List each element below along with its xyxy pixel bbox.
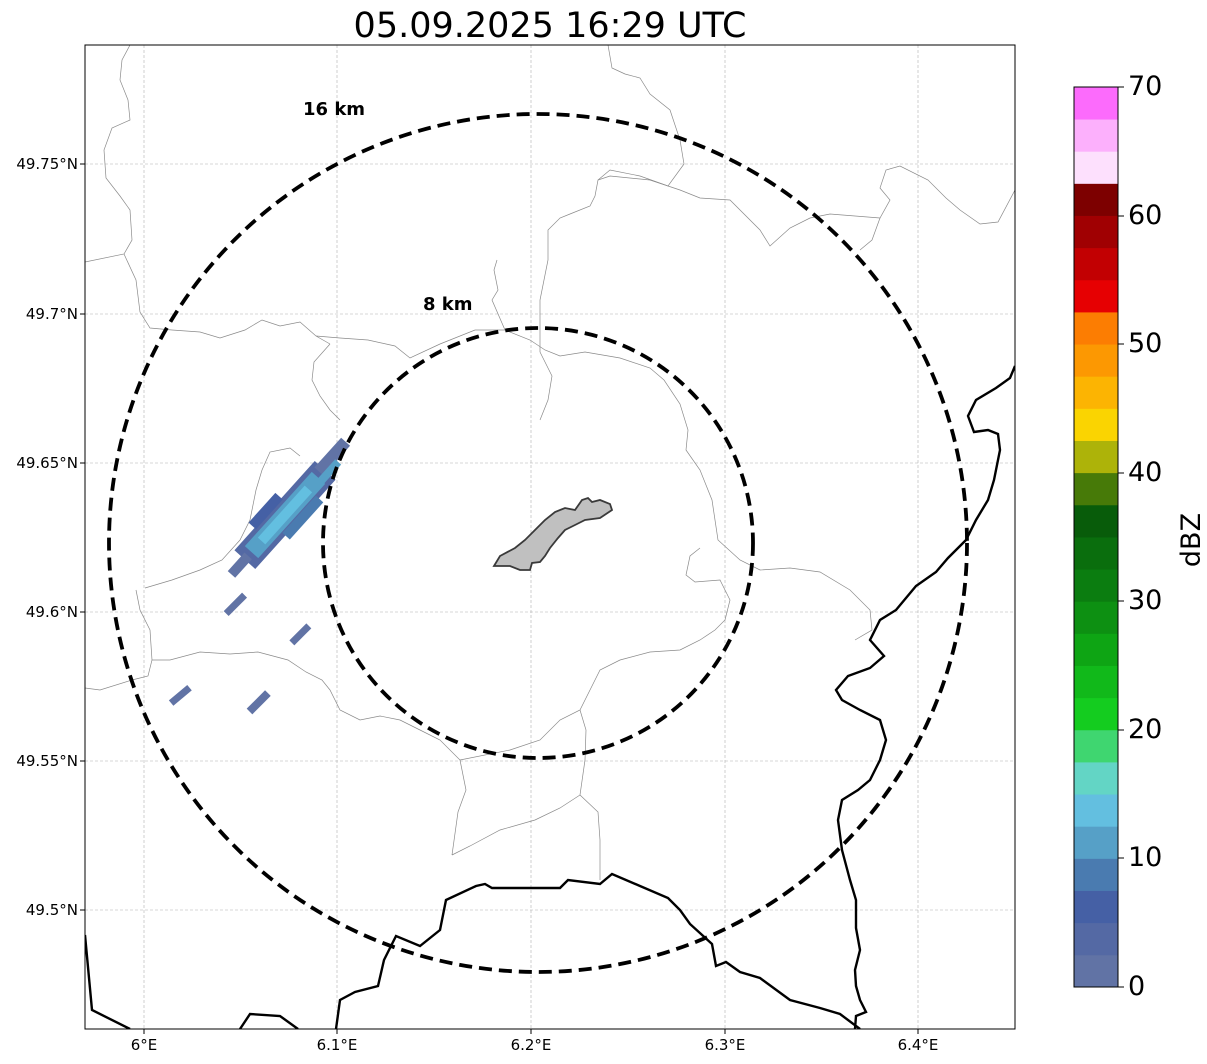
colorbar-title: dBZ xyxy=(1176,512,1207,568)
center-city-shape xyxy=(492,496,614,571)
colorbar xyxy=(1074,87,1118,988)
lon-label-1: 6°E xyxy=(130,1036,158,1054)
lat-label-2: 49.7°N xyxy=(25,305,78,323)
colorbar-segment xyxy=(1074,408,1118,441)
colorbar-segment xyxy=(1074,312,1118,345)
colorbar-segment xyxy=(1074,729,1118,763)
gridlines xyxy=(85,45,1015,1029)
colorbar-tick-0: 0 xyxy=(1128,971,1146,1002)
colorbar-tick-50: 50 xyxy=(1128,328,1163,359)
lon-label-2: 6.1°E xyxy=(316,1036,358,1054)
colorbar-tick-60: 60 xyxy=(1128,200,1163,231)
lat-label-6: 49.5°N xyxy=(25,901,78,919)
colorbar-tick-30: 30 xyxy=(1128,585,1163,616)
colorbar-segment xyxy=(1074,633,1118,666)
colorbar-segment xyxy=(1074,890,1118,924)
colorbar-segment xyxy=(1074,665,1118,699)
lon-label-3: 6.2°E xyxy=(510,1036,552,1054)
colorbar-segment xyxy=(1074,697,1118,731)
lat-label-1: 49.75°N xyxy=(16,155,78,173)
colorbar-segment xyxy=(1074,87,1118,120)
lat-label-3: 49.65°N xyxy=(16,454,78,472)
colorbar-tick-20: 20 xyxy=(1128,714,1163,745)
colorbar-segment xyxy=(1074,279,1118,313)
lon-label-4: 6.3°E xyxy=(704,1036,746,1054)
colorbar-tick-10: 10 xyxy=(1128,842,1163,873)
range-ring-8km xyxy=(321,326,755,760)
colorbar-segment xyxy=(1074,215,1118,249)
colorbar-segment xyxy=(1074,537,1118,570)
colorbar-segment xyxy=(1074,119,1118,152)
municipal-boundaries xyxy=(85,45,1015,880)
map-frame xyxy=(84,44,1016,1030)
colorbar-segment xyxy=(1074,183,1118,216)
colorbar-segment xyxy=(1074,601,1118,634)
colorbar-segment xyxy=(1074,504,1118,538)
ring-label-16km: 16 km xyxy=(303,99,365,120)
colorbar-segment xyxy=(1074,376,1118,409)
colorbar-segment xyxy=(1074,922,1118,956)
lon-label-5: 6.4°E xyxy=(897,1036,939,1054)
colorbar-segment xyxy=(1074,794,1118,827)
colorbar-segment xyxy=(1074,954,1118,988)
national-border xyxy=(85,365,1015,1029)
ring-label-8km: 8 km xyxy=(423,294,473,315)
lat-label-5: 49.55°N xyxy=(16,752,78,770)
colorbar-segment xyxy=(1074,440,1118,474)
colorbar-segment xyxy=(1074,858,1118,891)
lat-label-4: 49.6°N xyxy=(25,603,78,621)
range-rings xyxy=(107,112,969,974)
colorbar-tick-70: 70 xyxy=(1128,71,1163,102)
map-title: 05.09.2025 16:29 UTC xyxy=(353,6,747,46)
colorbar-segment xyxy=(1074,826,1118,859)
colorbar-segment xyxy=(1074,344,1118,377)
range-ring-16km xyxy=(107,112,969,974)
colorbar-segment xyxy=(1074,472,1118,506)
colorbar-frame xyxy=(1073,86,1119,988)
colorbar-segment xyxy=(1074,247,1118,281)
colorbar-segment xyxy=(1074,762,1118,795)
colorbar-segment xyxy=(1074,569,1118,602)
colorbar-tick-40: 40 xyxy=(1128,457,1163,488)
colorbar-segment xyxy=(1074,151,1118,184)
precipitation-cells xyxy=(168,437,351,715)
